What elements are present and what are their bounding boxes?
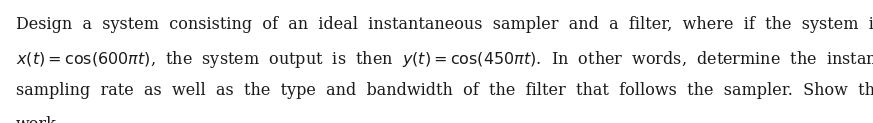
Text: $x(t) = \mathrm{cos}(600{\pi}t)$,  the  system  output  is  then  $y(t) = \mathr: $x(t) = \mathrm{cos}(600{\pi}t)$, the sy… (16, 49, 873, 70)
Text: work.: work. (16, 116, 62, 123)
Text: Design  a  system  consisting  of  an  ideal  instantaneous  sampler  and  a  fi: Design a system consisting of an ideal i… (16, 16, 873, 33)
Text: sampling  rate  as  well  as  the  type  and  bandwidth  of  the  filter  that  : sampling rate as well as the type and ba… (16, 82, 873, 99)
